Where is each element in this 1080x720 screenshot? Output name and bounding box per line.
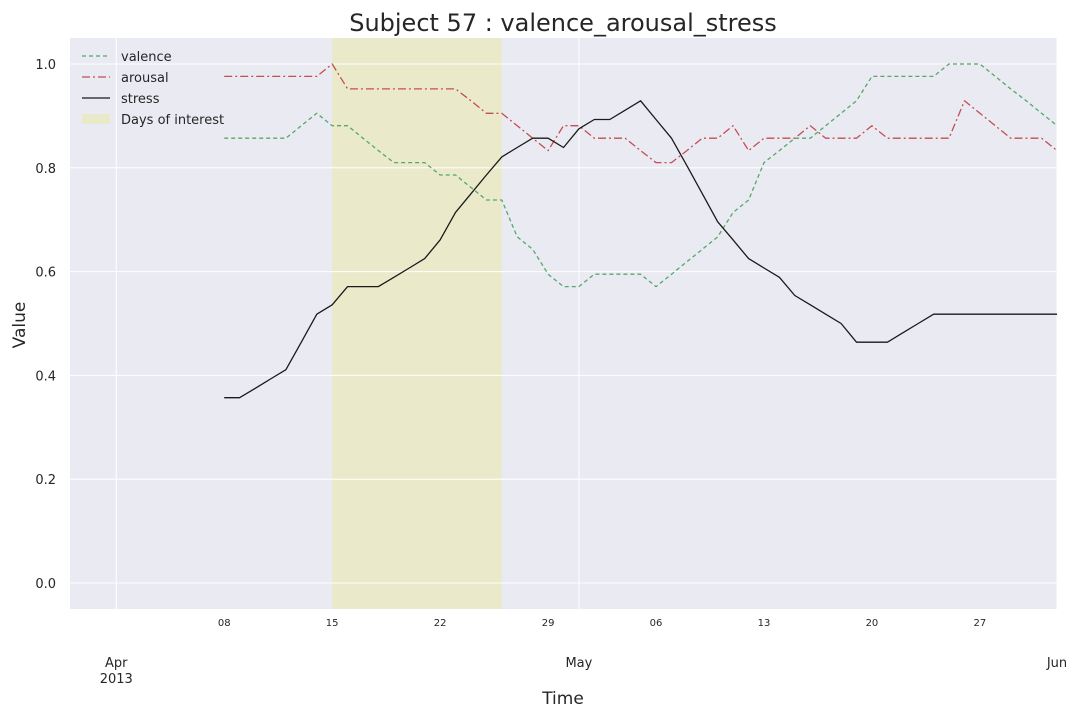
x-minor-tick-label: 20: [866, 618, 879, 629]
chart-title: Subject 57 : valence_arousal_stress: [349, 9, 777, 37]
x-minor-tick-label: 08: [218, 618, 231, 629]
legend-label-valence: valence: [121, 50, 172, 65]
x-minor-tick-label: 22: [434, 618, 447, 629]
x-minor-tick-label: 29: [542, 618, 555, 629]
highlight-span: [332, 38, 502, 609]
y-tick-label: 0.6: [35, 266, 56, 281]
plot-area: [70, 38, 1057, 609]
series-line-stress: [224, 100, 1057, 399]
y-tick-label: 0.0: [35, 577, 56, 592]
y-tick-label: 0.4: [35, 369, 56, 384]
x-minor-tick-label: 27: [974, 618, 987, 629]
x-minor-tick-label: 13: [758, 618, 771, 629]
x-axis-label: Time: [541, 689, 584, 709]
x-major-tick-label: May: [565, 656, 592, 671]
series-line-valence: [224, 63, 1058, 288]
x-major-tick-label: Apr: [105, 656, 128, 671]
y-tick-label: 1.0: [35, 58, 56, 73]
legend-label-arousal: arousal: [121, 71, 169, 86]
x-minor-tick-label: 15: [326, 618, 339, 629]
y-tick-label: 0.2: [35, 473, 56, 488]
legend-label-stress: stress: [121, 92, 160, 107]
legend-label-highlight: Days of interest: [121, 113, 224, 128]
legend-swatch-highlight: [82, 114, 110, 124]
x-major-tick-sublabel: 2013: [100, 672, 133, 687]
y-axis-label: Value: [10, 302, 30, 349]
x-major-tick-label: Jun: [1046, 656, 1067, 671]
x-minor-tick-label: 06: [650, 618, 663, 629]
y-tick-label: 0.8: [35, 162, 56, 177]
